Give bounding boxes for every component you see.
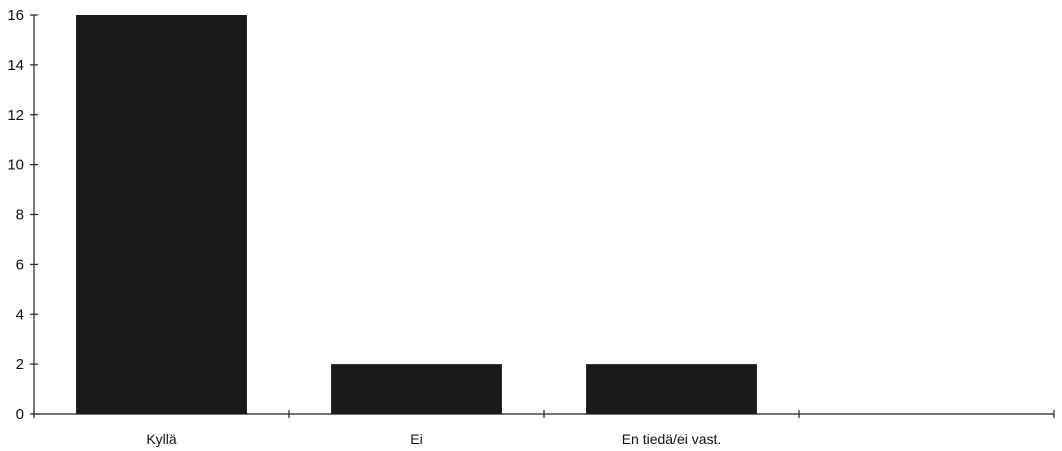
x-category-label: Ei <box>410 431 422 447</box>
y-tick-label: 6 <box>16 256 24 273</box>
x-category-label: En tiedä/ei vast. <box>622 431 722 447</box>
bar <box>331 364 502 414</box>
y-tick-label: 0 <box>16 406 24 423</box>
x-category-label: Kyllä <box>146 431 177 447</box>
y-axis: 0 2 4 6 8 10 12 14 16 <box>7 7 38 423</box>
y-tick-label: 16 <box>7 7 24 24</box>
y-tick-label: 14 <box>7 57 24 74</box>
bar <box>586 364 757 414</box>
y-tick-label: 10 <box>7 157 24 174</box>
y-tick-label: 2 <box>16 356 24 373</box>
category-labels: Kyllä Ei En tiedä/ei vast. <box>146 431 721 447</box>
bar <box>76 15 247 414</box>
y-tick-label: 4 <box>16 306 24 323</box>
bars <box>76 15 757 414</box>
y-tick-label: 8 <box>16 207 24 224</box>
y-tick-label: 12 <box>7 107 24 124</box>
